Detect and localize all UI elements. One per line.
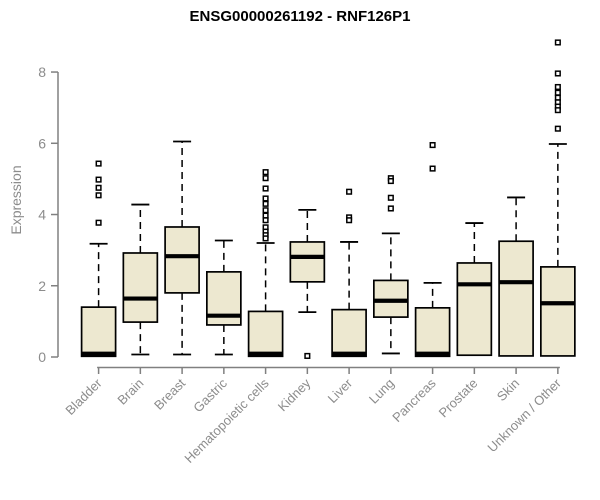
outlier-point-kidney (304, 352, 311, 359)
outlier-point-bladder (95, 219, 102, 226)
box-prostate (456, 262, 493, 357)
box-unknown-other (539, 266, 576, 357)
y-tick-label: 6 (38, 135, 46, 151)
outlier-point-unknown-other (554, 83, 561, 91)
box-brain (122, 252, 159, 323)
outlier-point-bladder (95, 184, 102, 191)
outlier-point-unknown-other (554, 125, 561, 132)
outlier-point-liver (346, 188, 353, 195)
chart-title: ENSG00000261192 - RNF126P1 (189, 8, 411, 25)
x-category-label: Unknown / Other (484, 375, 564, 455)
x-category-label: Breast (151, 375, 188, 412)
outlier-point-unknown-other (554, 39, 561, 46)
outlier-point-hematopoietic-cells (262, 175, 269, 182)
x-category-label: Liver (325, 375, 356, 406)
outlier-point-hematopoietic-cells (262, 217, 269, 224)
x-category-label: Lung (366, 376, 397, 407)
y-tick-label: 2 (38, 278, 46, 294)
box-bladder (80, 306, 117, 358)
outlier-point-lung (387, 177, 394, 185)
outlier-point-unknown-other (554, 89, 561, 96)
outlier-point-pancreas (429, 142, 436, 149)
outlier-point-lung (387, 205, 394, 212)
outlier-point-hematopoietic-cells (262, 195, 269, 202)
outlier-point-hematopoietic-cells (262, 207, 269, 214)
box-liver (331, 308, 367, 358)
outlier-point-bladder (95, 160, 102, 167)
x-category-label: Prostate (436, 376, 481, 421)
outlier-point-hematopoietic-cells (262, 200, 269, 207)
box-kidney (289, 241, 326, 283)
outlier-point-bladder (95, 176, 102, 183)
box-skin (498, 240, 534, 357)
y-tick-label: 4 (38, 207, 46, 223)
box-hematopoietic-cells (247, 310, 284, 358)
outlier-point-liver (346, 217, 353, 224)
x-category-label: Pancreas (389, 375, 439, 425)
outlier-point-unknown-other (554, 107, 561, 114)
outlier-point-lung (387, 194, 394, 201)
box-pancreas (414, 306, 451, 358)
x-category-label: Bladder (62, 375, 105, 418)
x-category-label: Skin (494, 376, 522, 404)
outlier-point-unknown-other (554, 70, 561, 77)
y-tick-label: 0 (38, 349, 46, 365)
outlier-point-bladder (95, 192, 102, 199)
outlier-point-hematopoietic-cells (262, 185, 269, 192)
box-breast (164, 226, 200, 294)
outlier-point-pancreas (429, 165, 436, 172)
y-tick-label: 8 (38, 64, 46, 80)
x-category-label: Gastric (190, 375, 230, 415)
outlier-point-hematopoietic-cells (262, 235, 269, 242)
x-category-label: Kidney (275, 375, 314, 414)
x-category-label: Brain (114, 376, 146, 408)
outlier-point-hematopoietic-cells (262, 169, 269, 176)
